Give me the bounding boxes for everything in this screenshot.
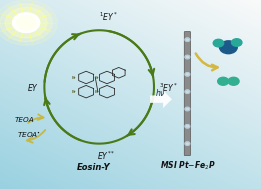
- Text: $EY$: $EY$: [27, 82, 39, 93]
- Text: $EY^{**}$: $EY^{**}$: [97, 149, 115, 162]
- Circle shape: [185, 107, 190, 111]
- Text: $^3EY^*$: $^3EY^*$: [159, 81, 178, 94]
- Circle shape: [185, 125, 190, 128]
- Circle shape: [5, 8, 47, 38]
- Text: $^1EY^*$: $^1EY^*$: [99, 10, 118, 23]
- Circle shape: [185, 90, 190, 93]
- FancyBboxPatch shape: [184, 32, 191, 156]
- Text: Br: Br: [95, 90, 99, 94]
- Circle shape: [218, 77, 229, 85]
- Circle shape: [228, 77, 239, 85]
- Text: MSI Pt$-$Fe$_2$P: MSI Pt$-$Fe$_2$P: [160, 160, 216, 172]
- Circle shape: [0, 0, 57, 45]
- Circle shape: [213, 39, 224, 47]
- Text: $h\nu$: $h\nu$: [155, 88, 166, 98]
- Circle shape: [13, 13, 40, 33]
- Text: Br: Br: [95, 76, 99, 80]
- Circle shape: [16, 15, 36, 30]
- Circle shape: [185, 55, 190, 59]
- Text: Eosin-Y: Eosin-Y: [77, 163, 111, 172]
- Text: Br: Br: [71, 90, 76, 94]
- Circle shape: [185, 107, 190, 111]
- Circle shape: [220, 41, 237, 54]
- Circle shape: [0, 4, 52, 42]
- Text: Br: Br: [71, 76, 76, 80]
- Text: TEOA$^•$: TEOA$^•$: [17, 130, 41, 140]
- Text: TEOA: TEOA: [14, 117, 34, 123]
- Circle shape: [185, 38, 190, 41]
- Circle shape: [185, 90, 190, 93]
- Circle shape: [185, 125, 190, 128]
- Circle shape: [232, 39, 242, 46]
- Circle shape: [185, 73, 190, 76]
- Circle shape: [185, 73, 190, 76]
- Circle shape: [185, 142, 190, 145]
- Circle shape: [185, 142, 190, 145]
- Circle shape: [185, 38, 190, 41]
- Circle shape: [185, 55, 190, 59]
